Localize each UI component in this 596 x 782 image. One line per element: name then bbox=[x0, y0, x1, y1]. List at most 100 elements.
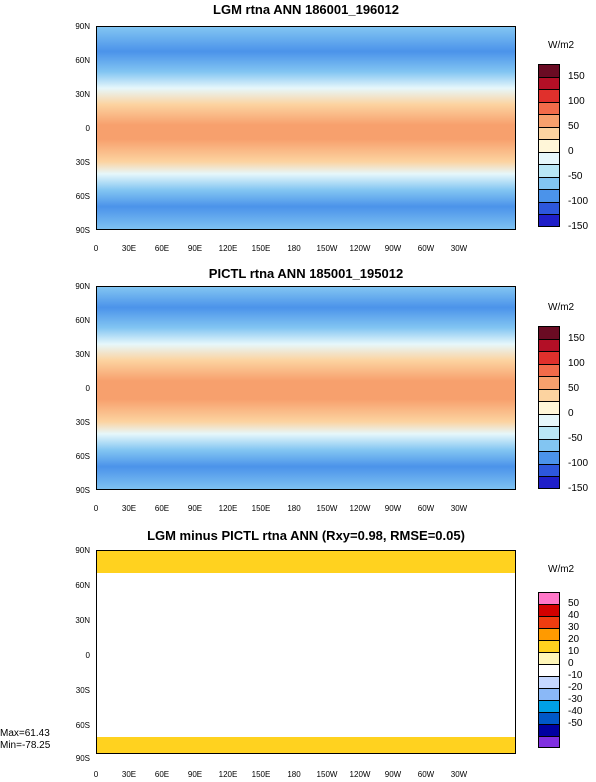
colorbar-swatch bbox=[538, 363, 560, 376]
xtick-label: 120W bbox=[349, 770, 371, 779]
xtick-label: 120W bbox=[349, 504, 371, 513]
colorbar-label: 30 bbox=[568, 622, 580, 633]
colorbar-swatch bbox=[538, 463, 560, 476]
colorbar-label: 50 bbox=[568, 120, 580, 132]
colorbar-unit: W/m2 bbox=[548, 40, 575, 51]
colorbar-label: 150 bbox=[568, 70, 585, 82]
ytick-label: 30S bbox=[75, 158, 90, 167]
xtick-label: 150E bbox=[251, 770, 271, 779]
xtick-label: 0 bbox=[93, 504, 99, 513]
colorbar-swatch bbox=[538, 76, 560, 89]
colorbar-swatch bbox=[538, 401, 560, 414]
colorbar-label: -150 bbox=[568, 482, 589, 494]
colorbar-unit: W/m2 bbox=[548, 564, 575, 575]
xtick-label: 30W bbox=[450, 770, 468, 779]
x-tick-row: 0 30E 60E 90E 120E 150E 180 150W 120W 90W 60W 30W bbox=[0, 504, 596, 514]
colorbar-label: -20 bbox=[568, 682, 583, 693]
ytick-label: 0 bbox=[85, 651, 90, 660]
colorbar-swatch bbox=[538, 700, 560, 712]
ytick-label: 90S bbox=[75, 754, 90, 763]
colorbar-label: 0 bbox=[568, 658, 574, 669]
min-label: Min=-78.25 bbox=[0, 740, 51, 751]
xtick-label: 30W bbox=[450, 244, 468, 253]
colorbar-label: 100 bbox=[568, 95, 585, 107]
colorbar-swatch bbox=[538, 628, 560, 640]
colorbar-swatch bbox=[538, 413, 560, 426]
xtick-label: 90E bbox=[187, 504, 203, 513]
xtick-label: 120E bbox=[218, 504, 238, 513]
panel-title: PICTL rtna ANN 185001_195012 bbox=[208, 266, 404, 281]
xtick-label: 60W bbox=[417, 504, 435, 513]
xtick-label: 180 bbox=[287, 504, 301, 513]
colorbar-swatch bbox=[538, 604, 560, 616]
xtick-label: 30E bbox=[121, 244, 137, 253]
colorbar-label: 50 bbox=[568, 598, 580, 609]
colorbar-swatch bbox=[538, 114, 560, 127]
colorbar-swatch bbox=[538, 688, 560, 700]
xtick-label: 60E bbox=[154, 244, 170, 253]
colorbar-label: 0 bbox=[568, 407, 574, 419]
ytick-label: 90S bbox=[75, 486, 90, 495]
xtick-label: 60E bbox=[154, 770, 170, 779]
colorbar-swatch bbox=[538, 476, 560, 489]
ytick-label: 60S bbox=[75, 452, 90, 461]
x-tick-row: 0 30E 60E 90E 120E 150E 180 150W 120W 90W 60W 30W bbox=[0, 244, 596, 254]
ytick-label: 90N bbox=[75, 546, 90, 555]
colorbar-swatch bbox=[538, 616, 560, 628]
xtick-label: 180 bbox=[287, 770, 301, 779]
colorbar-label: 20 bbox=[568, 634, 580, 645]
colorbar-label: 50 bbox=[568, 382, 580, 394]
ytick-label: 90N bbox=[75, 282, 90, 291]
colorbar-label: 150 bbox=[568, 332, 585, 344]
ytick-label: 90N bbox=[75, 22, 90, 31]
ytick-label: 60S bbox=[75, 721, 90, 730]
colorbar-swatch bbox=[538, 712, 560, 724]
xtick-label: 180 bbox=[287, 244, 301, 253]
map-pictl bbox=[96, 286, 516, 490]
colorbar-label: 100 bbox=[568, 357, 585, 369]
xtick-label: 150E bbox=[251, 504, 271, 513]
ytick-label: 30N bbox=[75, 350, 90, 359]
colorbar-label: -50 bbox=[568, 718, 583, 729]
colorbar-swatch bbox=[538, 214, 560, 227]
ytick-label: 30S bbox=[75, 686, 90, 695]
xtick-label: 30W bbox=[450, 504, 468, 513]
colorbar-label: -40 bbox=[568, 706, 583, 717]
colorbar-swatch bbox=[538, 151, 560, 164]
ytick-label: 30N bbox=[75, 90, 90, 99]
colorbar-swatch bbox=[538, 176, 560, 189]
map-diff bbox=[96, 550, 516, 754]
colorbar-swatch bbox=[538, 676, 560, 688]
colorbar-label: -50 bbox=[568, 170, 583, 182]
xtick-label: 150W bbox=[316, 244, 338, 253]
xtick-label: 0 bbox=[93, 770, 99, 779]
xtick-label: 150W bbox=[316, 504, 338, 513]
ytick-label: 60S bbox=[75, 192, 90, 201]
xtick-label: 60E bbox=[154, 504, 170, 513]
colorbar-label: -100 bbox=[568, 457, 589, 469]
colorbar-swatch bbox=[538, 201, 560, 214]
colorbar-swatch bbox=[538, 139, 560, 152]
colorbar-swatch bbox=[538, 338, 560, 351]
colorbar-swatch bbox=[538, 189, 560, 202]
ytick-label: 60N bbox=[75, 316, 90, 325]
ytick-label: 0 bbox=[85, 124, 90, 133]
ytick-label: 30N bbox=[75, 616, 90, 625]
colorbar-swatch bbox=[538, 451, 560, 464]
colorbar-label: -10 bbox=[568, 670, 583, 681]
colorbar-swatch bbox=[538, 164, 560, 177]
colorbar-label: 0 bbox=[568, 145, 574, 157]
xtick-label: 90W bbox=[384, 504, 402, 513]
xtick-label: 30E bbox=[121, 770, 137, 779]
colorbar-swatch bbox=[538, 640, 560, 652]
colorbar-swatch bbox=[538, 101, 560, 114]
colorbar-swatch bbox=[538, 326, 560, 339]
colorbar-swatch bbox=[538, 89, 560, 102]
xtick-label: 30E bbox=[121, 504, 137, 513]
ytick-label: 0 bbox=[85, 384, 90, 393]
colorbar-unit: W/m2 bbox=[548, 302, 575, 313]
colorbar-swatch bbox=[538, 388, 560, 401]
colorbar-swatch bbox=[538, 438, 560, 451]
panel-title: LGM minus PICTL rtna ANN (Rxy=0.98, RMSE… bbox=[147, 528, 465, 543]
xtick-label: 150E bbox=[251, 244, 271, 253]
